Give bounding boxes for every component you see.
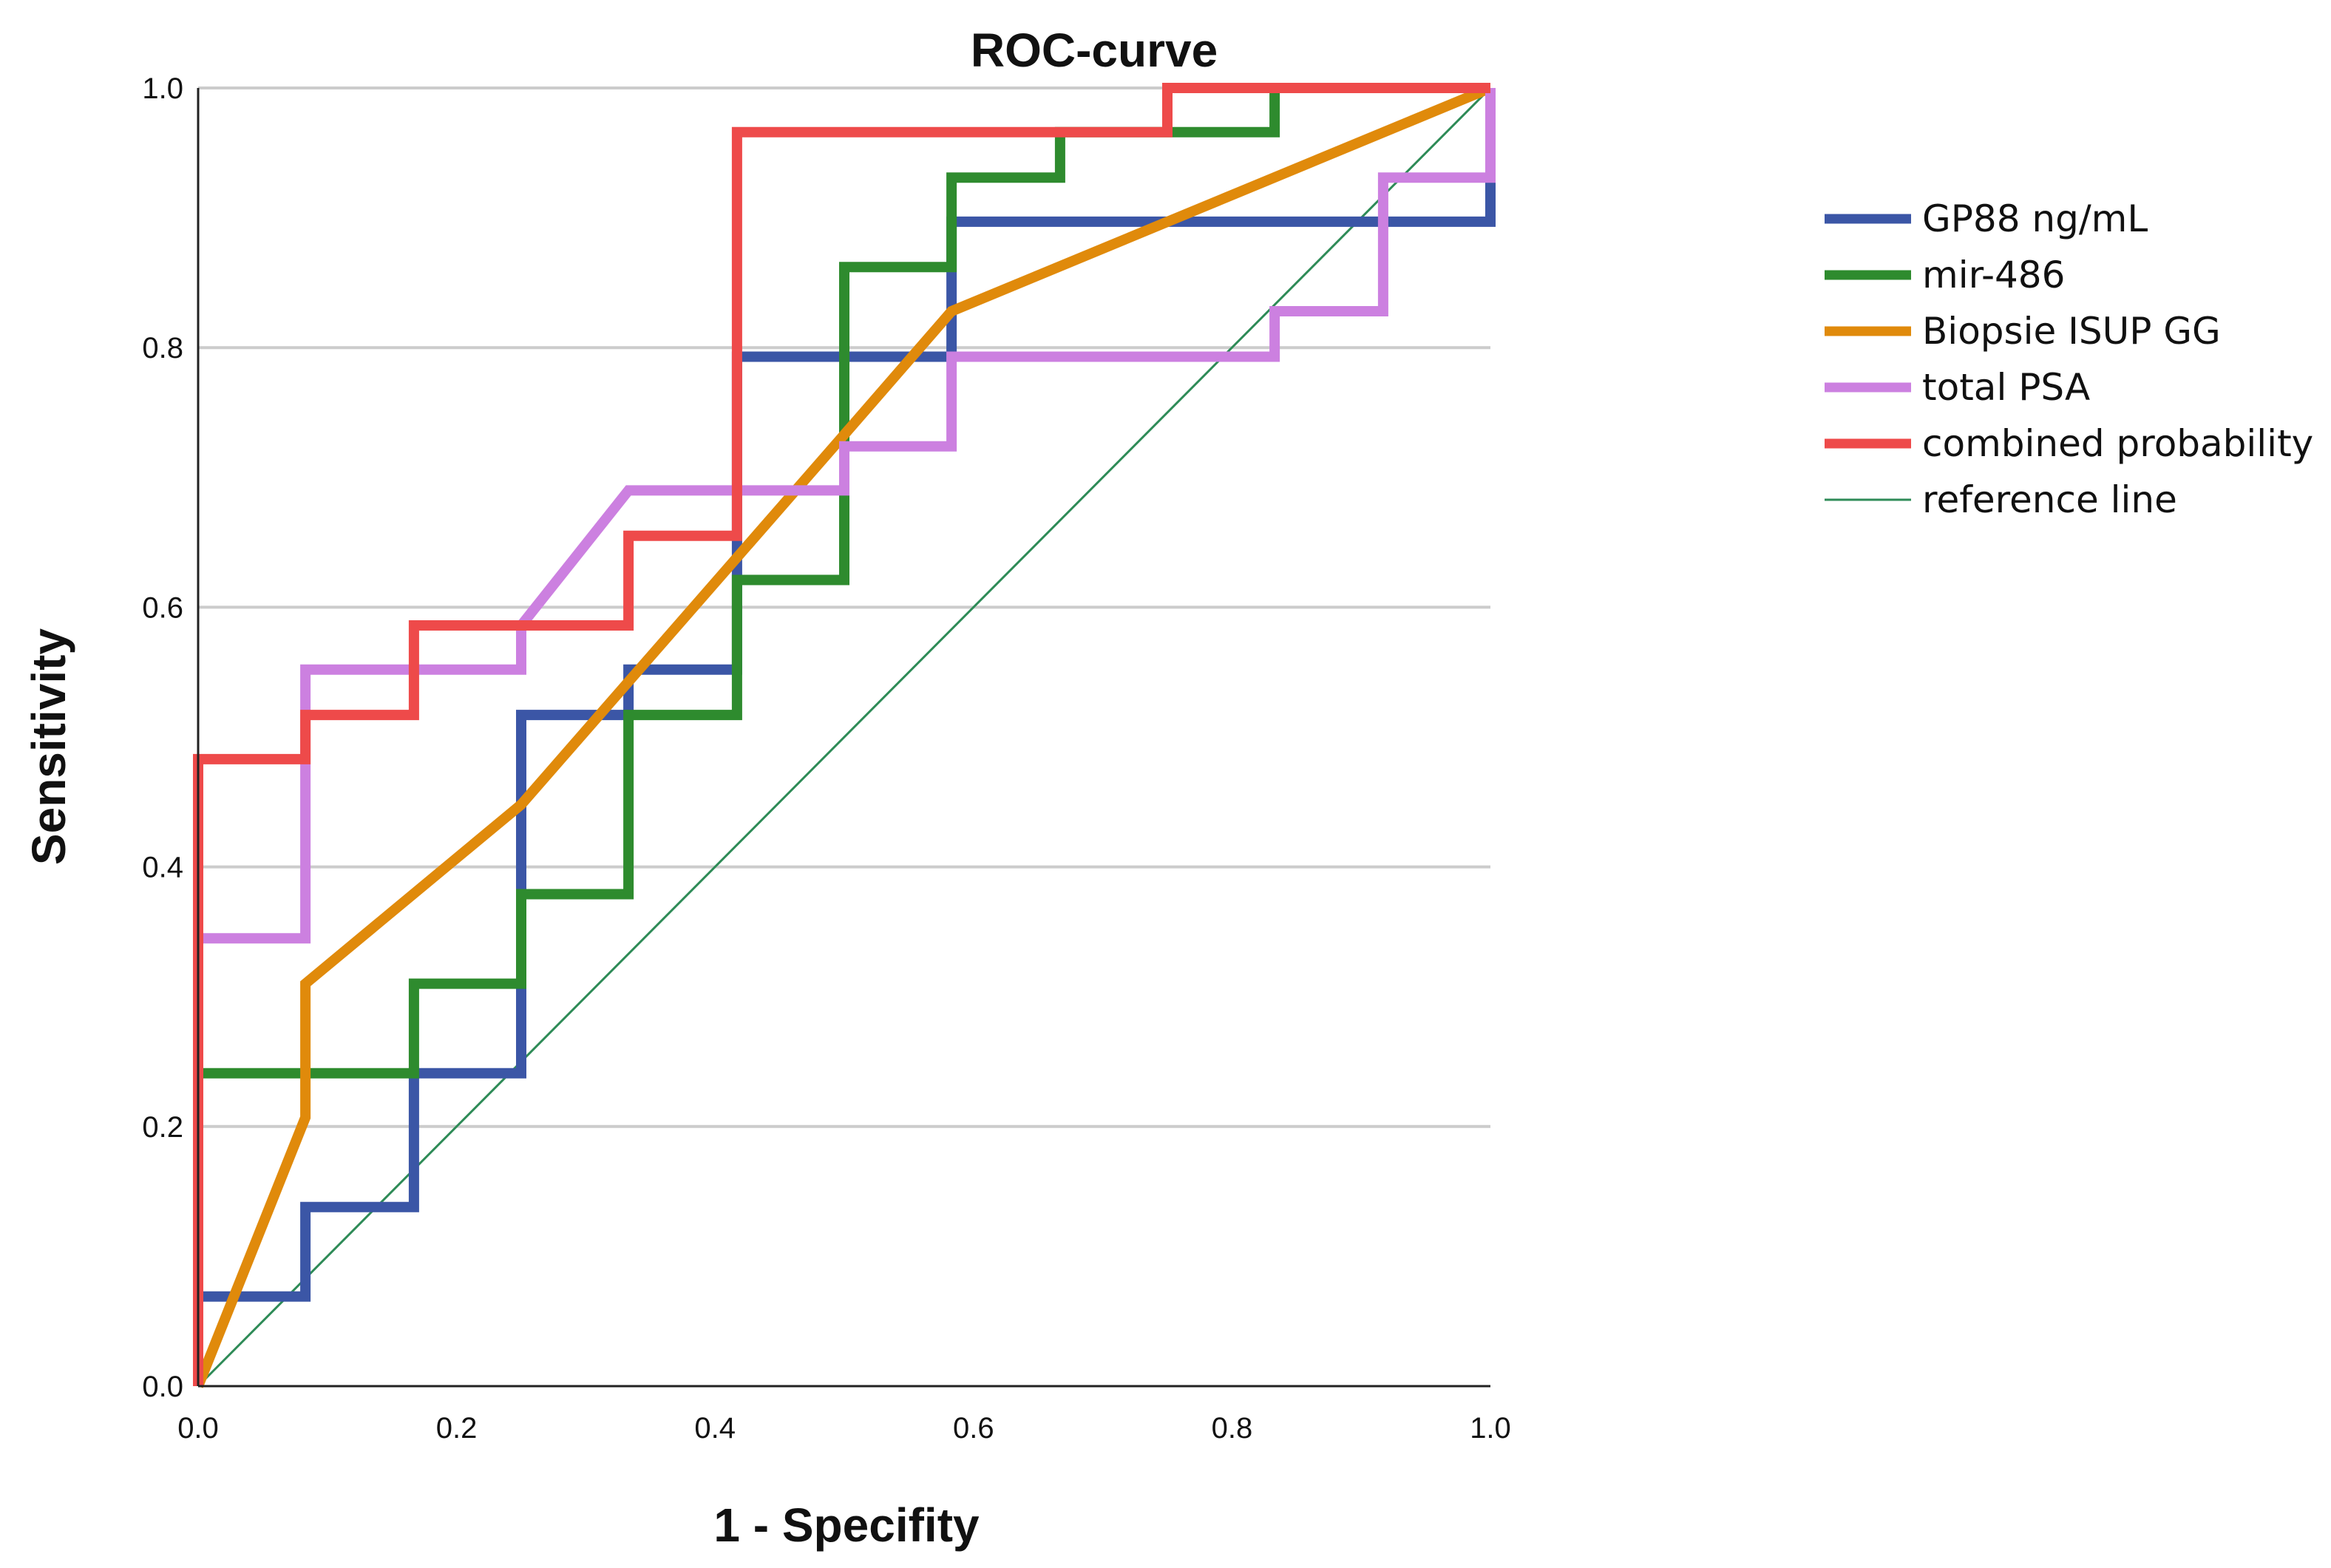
- legend-label-gp88-ng-ml: GP88 ng/mL: [1922, 197, 2148, 240]
- y-tick-label: 0.8: [142, 332, 183, 364]
- x-tick-label: 0.8: [1212, 1412, 1253, 1445]
- y-tick-label: 0.6: [142, 591, 183, 624]
- tick-labels: 0.0 0.2 0.4 0.6 0.8 1.0 0.0 0.2 0.4 0.6 0.8 1.0: [142, 72, 1510, 1445]
- axes: [197, 88, 1490, 1388]
- x-tick-label: 0.6: [953, 1412, 994, 1445]
- x-tick-label: 1.0: [1470, 1412, 1511, 1445]
- legend-label-total-psa: total PSA: [1922, 366, 2090, 409]
- series-line-gp88-ng-ml: [193, 88, 1496, 1386]
- series-line-biopsie-isup-gg: [193, 83, 1493, 1388]
- x-tick-label: 0.4: [694, 1412, 736, 1445]
- legend-label-reference-line: reference line: [1922, 478, 2177, 521]
- legend: GP88 ng/mL mir-486 Biopsie ISUP GG total PS…: [1825, 197, 2313, 521]
- chart-title: ROC-curve: [971, 24, 1218, 77]
- y-tick-label: 0.2: [142, 1111, 183, 1144]
- y-tick-label: 1.0: [142, 72, 183, 105]
- legend-label-combined-probability: combined probability: [1922, 422, 2313, 465]
- series-lines: [193, 83, 1496, 1388]
- y-axis-label: Sensitivity: [22, 628, 75, 866]
- legend-label-mir-486: mir-486: [1922, 254, 2065, 296]
- y-tick-label: 0.0: [142, 1371, 183, 1403]
- y-tick-label: 0.4: [142, 852, 183, 884]
- x-tick-label: 0.0: [177, 1412, 219, 1445]
- series-line-combined-probability: [193, 83, 1490, 1386]
- x-axis-label: 1 - Specifity: [713, 1499, 980, 1552]
- x-tick-label: 0.2: [436, 1412, 478, 1445]
- legend-label-biopsie-isup-gg: Biopsie ISUP GG: [1922, 310, 2221, 353]
